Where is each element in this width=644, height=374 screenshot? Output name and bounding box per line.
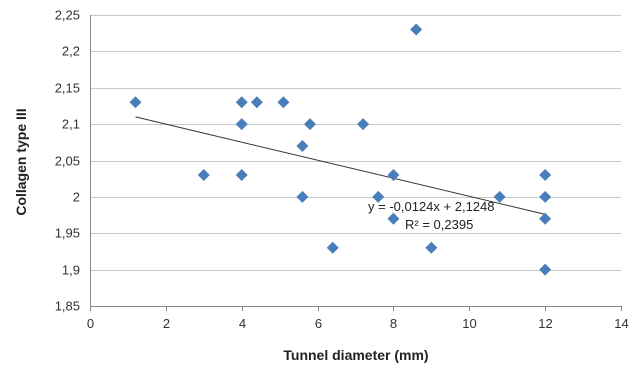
x-tick-label: 12 <box>538 316 552 331</box>
y-tick-label: 1,95 <box>55 226 80 241</box>
x-tick-label: 14 <box>614 316 628 331</box>
data-point <box>387 169 400 182</box>
data-point <box>326 241 339 254</box>
y-tick-label: 2,05 <box>55 154 80 169</box>
y-axis-title: Collagen type III <box>13 108 29 215</box>
data-point <box>372 190 385 203</box>
data-point <box>425 241 438 254</box>
trendline <box>135 116 546 215</box>
x-tick-label: 4 <box>239 316 246 331</box>
data-point <box>235 118 248 131</box>
y-tick-label: 2 <box>73 190 80 205</box>
data-point <box>539 190 552 203</box>
data-point <box>250 96 263 109</box>
labels: Tunnel diameter (mm) Collagen type III y… <box>13 108 494 363</box>
trendline-r-squared: R² = 0,2395 <box>405 217 473 232</box>
x-tick-label: 8 <box>390 316 397 331</box>
data-point <box>539 263 552 276</box>
data-point <box>493 190 506 203</box>
data-point <box>296 139 309 152</box>
data-point <box>387 212 400 225</box>
data-point <box>296 190 309 203</box>
data-point <box>235 96 248 109</box>
x-tick-label: 0 <box>87 316 94 331</box>
trendline-group <box>135 116 546 215</box>
x-tick-label: 6 <box>315 316 322 331</box>
data-point <box>303 118 316 131</box>
data-point <box>235 169 248 182</box>
x-tick-label: 2 <box>163 316 170 331</box>
data-point <box>539 212 552 225</box>
data-point <box>277 96 290 109</box>
y-tick-label: 2,25 <box>55 8 80 23</box>
data-point <box>357 118 370 131</box>
x-tick-label: 10 <box>462 316 476 331</box>
x-axis-title: Tunnel diameter (mm) <box>283 347 428 363</box>
y-tick-label: 2,1 <box>62 117 80 132</box>
axes: 1,85 1,9 1,95 2 2,05 2,1 2,15 2,2 2,25 0 2 4 6 8 10 12 1… <box>55 8 629 332</box>
y-tick-label: 2,15 <box>55 81 80 96</box>
y-tick-label: 2,2 <box>62 44 80 59</box>
gridlines <box>90 15 621 271</box>
y-tick-label: 1,9 <box>62 263 80 278</box>
data-point <box>539 169 552 182</box>
trendline-equation: y = -0,0124x + 2,1248 <box>368 199 494 214</box>
data-point <box>129 96 142 109</box>
data-point <box>197 169 210 182</box>
data-points <box>129 23 552 276</box>
y-tick-label: 1,85 <box>55 299 80 314</box>
data-point <box>410 23 423 36</box>
